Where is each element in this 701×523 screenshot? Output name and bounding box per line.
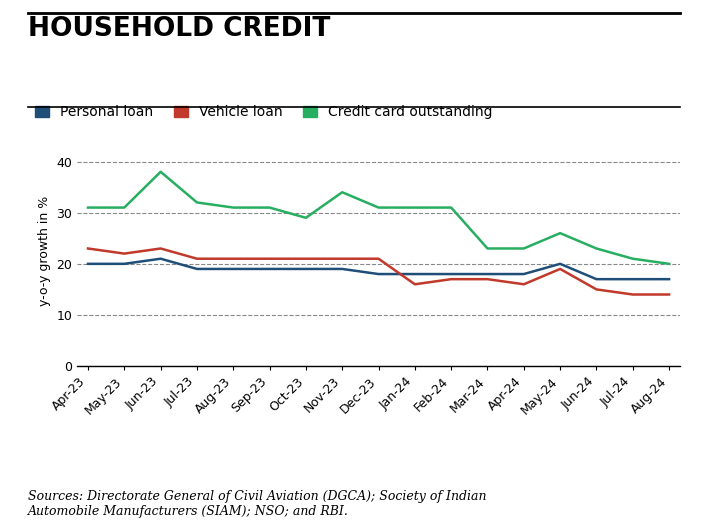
Text: Sources: Directorate General of Civil Aviation (DGCA); Society of Indian
Automob: Sources: Directorate General of Civil Av… <box>28 490 486 518</box>
Legend: Personal loan, Vehicle loan, Credit card outstanding: Personal loan, Vehicle loan, Credit card… <box>35 106 493 119</box>
Y-axis label: y-o-y growth in %: y-o-y growth in % <box>38 196 50 306</box>
Text: HOUSEHOLD CREDIT: HOUSEHOLD CREDIT <box>28 16 330 42</box>
